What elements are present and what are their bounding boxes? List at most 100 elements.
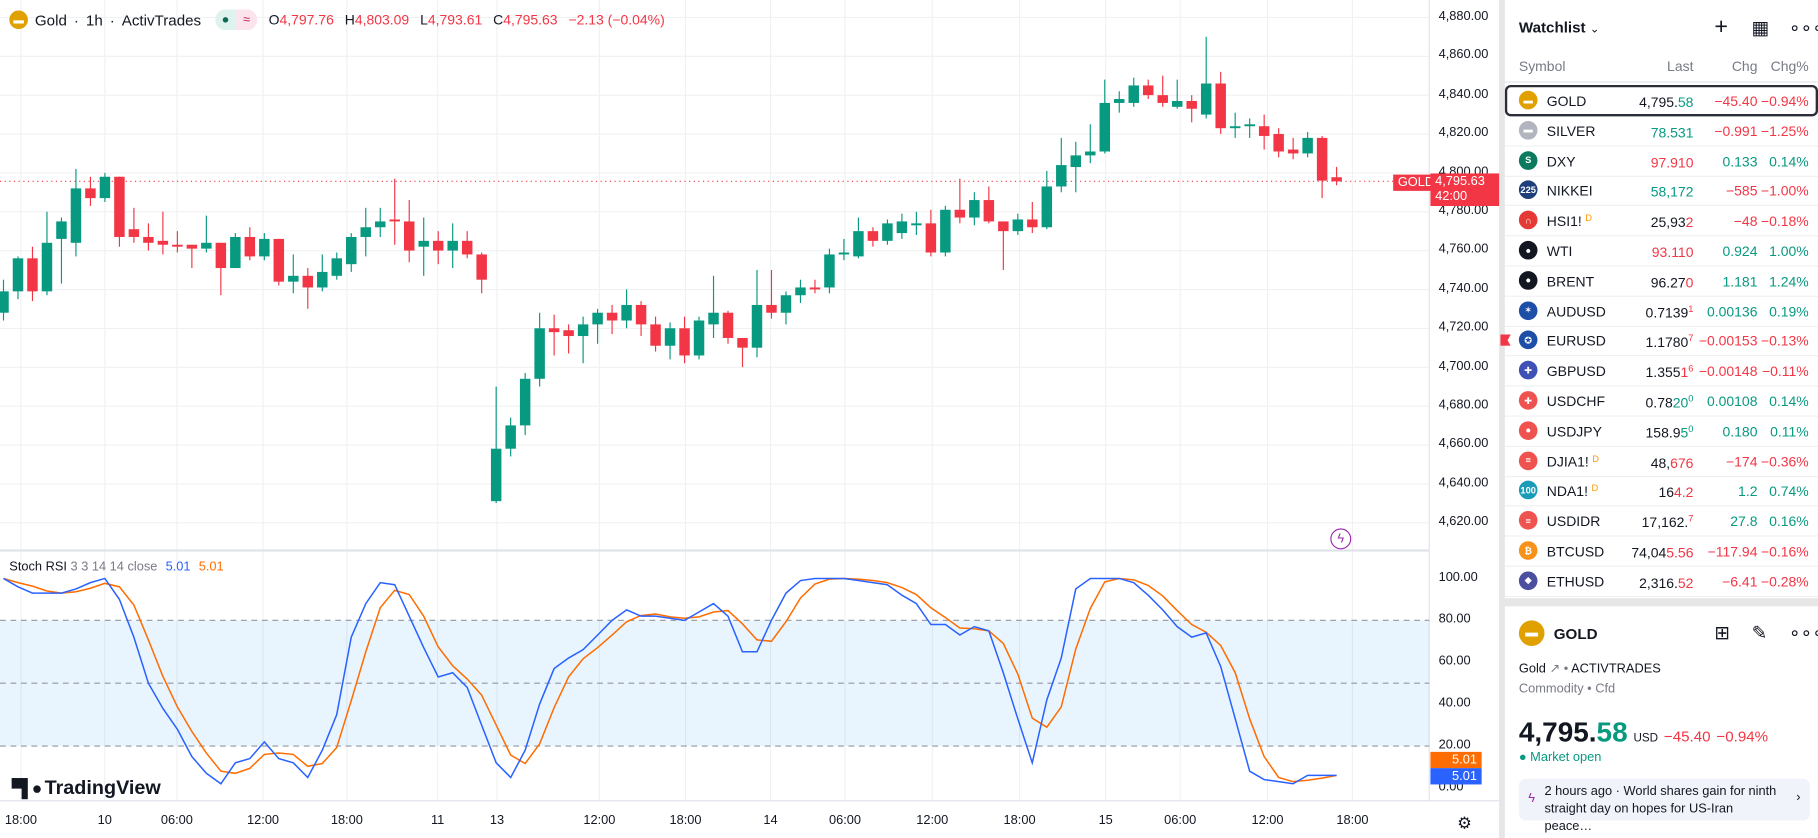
flag-us-id-icon: ≡ <box>1518 511 1538 530</box>
market-status-pill[interactable]: ● ≈ <box>215 9 257 31</box>
candle-body <box>288 275 299 282</box>
symbol-name[interactable]: Gold <box>34 11 67 29</box>
details-subtitle: Gold ↗ • ACTIVTRADES <box>1518 662 1661 677</box>
time-axis-label: 12:00 <box>583 813 616 828</box>
change: 0.00136 <box>1706 303 1758 320</box>
lightning-icon[interactable]: ϟ <box>1330 528 1352 550</box>
tradingview-logo[interactable]: ▀▌● TradingView <box>11 776 161 799</box>
candle-body <box>85 188 96 199</box>
candle-body <box>983 200 995 222</box>
ohlc-values: O4,797.76 H4,803.09 L4,793.61 C4,795.63 … <box>268 11 665 28</box>
watchlist-row-gbpusd[interactable]: ✚ GBPUSD 1.35516 −0.00148 −0.11% <box>1504 355 1818 387</box>
details-name[interactable]: Gold <box>1518 662 1546 677</box>
watchlist-row-silver[interactable]: ▬ SILVER 78.531 −0.991 −1.25% <box>1504 115 1818 147</box>
symbol-details-panel: ▬ GOLD ⊞ ✎ ∘∘∘ Gold ↗ • ACTIVTRADES Comm… <box>1504 606 1818 838</box>
candle-body <box>650 324 661 346</box>
candle-body <box>41 242 53 292</box>
delayed-badge: D <box>1591 483 1599 494</box>
price-axis-label: 4,820.00 <box>1438 125 1489 140</box>
change: 1.2 <box>1738 483 1758 500</box>
stoch-rsi-legend[interactable]: Stoch RSI 3 3 14 14 close 5.01 5.01 <box>9 559 224 574</box>
watchlist-row-usdjpy[interactable]: ● USDJPY 158.950 0.180 0.11% <box>1504 415 1818 447</box>
symbol: BTCUSD <box>1546 543 1605 560</box>
last-price: 158.950 <box>1645 423 1694 441</box>
candle-body <box>1012 219 1024 232</box>
watchlist-row-djia1[interactable]: ≡ DJIA1! D 48,676 −174 −0.36% <box>1504 445 1818 477</box>
column-last[interactable]: Last <box>1667 58 1694 75</box>
details-symbol[interactable]: GOLD <box>1553 625 1598 643</box>
symbol: DJIA1! D <box>1546 453 1599 470</box>
price-chart[interactable] <box>0 0 1502 838</box>
watchlist-row-gold[interactable]: ▬ GOLD 4,795.58 −45.40 −0.94% <box>1504 84 1818 117</box>
watchlist-row-brent[interactable]: ● BRENT 96.270 1.181 1.24% <box>1504 265 1818 297</box>
gold-bar-icon: ▬ <box>1518 90 1538 110</box>
candle-body <box>1142 85 1154 96</box>
watchlist-row-audusd[interactable]: ✶ AUDUSD 0.71391 0.00136 0.19% <box>1504 295 1818 327</box>
panel-separator <box>1504 598 1818 607</box>
bitcoin-icon: ₿ <box>1518 541 1538 560</box>
k-value-tag: 5.01 <box>1430 768 1482 785</box>
candle-body <box>1056 165 1067 187</box>
separator: · <box>73 11 79 29</box>
symbol: BRENT <box>1546 273 1595 290</box>
watchlist-row-wti[interactable]: ● WTI 93.110 0.924 1.00% <box>1504 235 1818 267</box>
edit-note-icon[interactable]: ✎ <box>1751 623 1768 644</box>
panel-divider[interactable] <box>1499 0 1505 838</box>
time-axis-label: 06:00 <box>160 813 193 828</box>
symbol: NDA1! D <box>1546 483 1599 500</box>
time-axis-label: 18:00 <box>1003 813 1036 828</box>
gold-icon: ▬ <box>9 10 28 30</box>
watchlist-row-usdchf[interactable]: ✚ USDCHF 0.78200 0.00108 0.14% <box>1504 385 1818 417</box>
d-value-tag: 5.01 <box>1430 751 1482 769</box>
more-options-icon[interactable]: ∘∘∘ <box>1788 18 1818 39</box>
column-chg-pct[interactable]: Chg% <box>1770 58 1809 75</box>
more-options-icon[interactable]: ∘∘∘ <box>1788 623 1818 644</box>
interval[interactable]: 1h <box>85 11 103 29</box>
flag-us-icon: ≡ <box>1518 451 1538 470</box>
candle-body <box>896 221 908 234</box>
candle-body <box>346 236 357 265</box>
candle-body <box>592 312 603 325</box>
settings-gear-icon[interactable]: ⚙ <box>1457 813 1472 833</box>
watchlist-row-nda1[interactable]: 100 NDA1! D 164.2 1.2 0.74% <box>1504 475 1818 507</box>
time-axis-label: 12:00 <box>916 813 949 828</box>
symbol: AUDUSD <box>1546 303 1606 320</box>
candle-body <box>1316 137 1328 181</box>
watchlist-row-usdidr[interactable]: ≡ USDIDR 17,162.7 27.8 0.16% <box>1504 505 1818 537</box>
price-axis-label: 4,720.00 <box>1438 320 1489 335</box>
watchlist-row-eurusd[interactable]: ✪ EURUSD 1.17807 −0.00153 −0.13% <box>1500 325 1818 357</box>
watchlist-title[interactable]: Watchlist ⌄ <box>1518 18 1600 37</box>
broker: ActivTrades <box>121 11 202 29</box>
candle-body <box>143 236 154 243</box>
watchlist-row-hsi1[interactable]: ∩ HSI1! D 25,932 −48 −0.18% <box>1504 205 1818 237</box>
candle-body <box>230 236 241 269</box>
chevron-right-icon: › <box>1796 790 1801 805</box>
news-item[interactable]: ϟ 2 hours ago · World shares gain for ni… <box>1518 778 1810 833</box>
time-axis-label: 11 <box>430 813 445 828</box>
delayed-badge: D <box>1592 453 1599 464</box>
column-chg[interactable]: Chg <box>1731 58 1758 75</box>
add-symbol-icon[interactable]: + <box>1714 13 1729 40</box>
change: 27.8 <box>1730 513 1758 530</box>
candle-body <box>519 378 531 426</box>
time-axis-label: 12:00 <box>247 813 280 828</box>
grid-view-icon[interactable]: ⊞ <box>1714 623 1731 644</box>
stoch-k-line <box>3 577 1337 785</box>
watchlist-row-btcusd[interactable]: ₿ BTCUSD 74,045.56 −117.94 −0.16% <box>1504 535 1818 567</box>
watchlist-row-nikkei[interactable]: 225 NIKKEI 58,172 −585 −1.00% <box>1504 175 1818 207</box>
advanced-view-icon[interactable]: ▦ <box>1751 18 1770 39</box>
candle-body <box>867 231 879 241</box>
candle-body <box>824 254 835 288</box>
rsi-axis-label: 80.00 <box>1438 612 1471 627</box>
candle-body <box>925 223 937 253</box>
column-symbol[interactable]: Symbol <box>1518 58 1566 75</box>
last-price: 78.531 <box>1650 124 1694 141</box>
watchlist-row-dxy[interactable]: S DXY 97.910 0.133 0.14% <box>1504 145 1818 177</box>
candle-body <box>737 337 748 348</box>
change: −0.00148 <box>1698 363 1758 380</box>
last-price-tag: 4,795.63 42:00 <box>1430 173 1501 207</box>
candle-body <box>954 209 966 218</box>
watchlist-row-ethusd[interactable]: ◆ ETHUSD 2,316.52 −6.41 −0.28% <box>1504 565 1818 597</box>
candle-body <box>606 312 618 321</box>
flag-marker-icon[interactable] <box>1500 334 1511 347</box>
